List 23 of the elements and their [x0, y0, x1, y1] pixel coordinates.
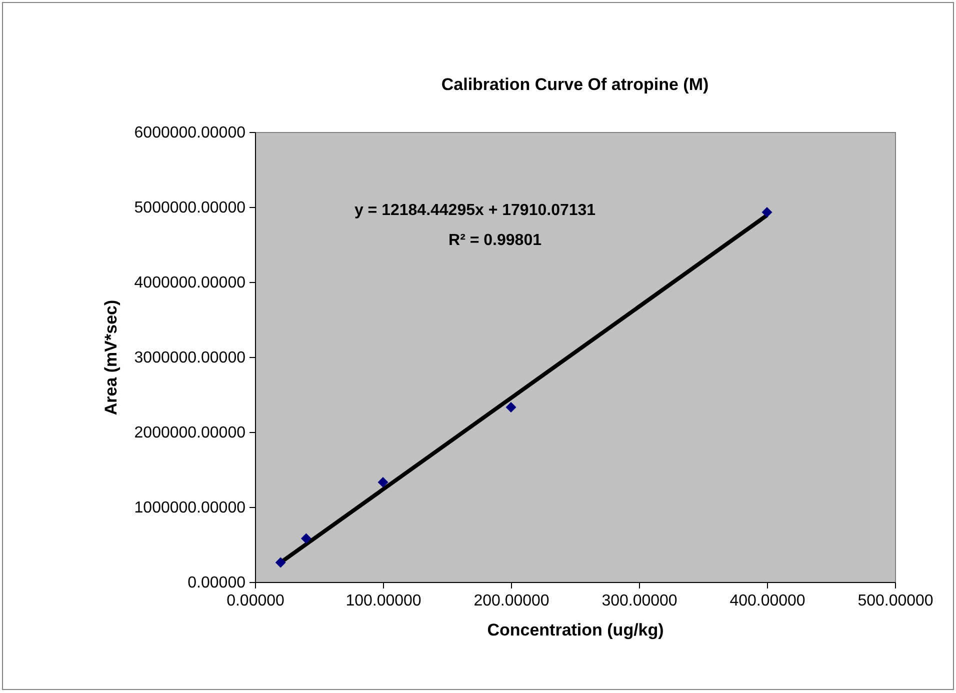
- x-tick-label: 300.00000: [602, 592, 678, 610]
- y-tick-label: 0.00000: [188, 574, 246, 592]
- y-tick-label: 3000000.00000: [134, 350, 246, 366]
- y-tick-label: 2000000.00000: [134, 424, 246, 442]
- x-tick-label: 0.00000: [226, 592, 285, 610]
- chart-title: Calibration Curve Of atropine (M): [441, 75, 709, 94]
- y-axis-title: Area (mV*sec): [101, 300, 120, 416]
- y-tick-label: 6000000.00000: [134, 124, 246, 142]
- x-tick-label: 200.00000: [474, 592, 550, 610]
- x-axis-title: Concentration (ug/kg): [487, 620, 664, 640]
- annotation: R² = 0.99801: [448, 232, 542, 249]
- x-tick-label: 100.00000: [346, 592, 422, 610]
- point: [378, 477, 388, 488]
- point: [762, 207, 772, 218]
- x-tick-label: 500.00000: [858, 592, 934, 610]
- point: [300, 533, 312, 544]
- point: [275, 557, 286, 568]
- y-tick-label: 4000000.00000: [134, 274, 246, 292]
- point: [506, 402, 516, 412]
- y-tick-label: 5000000.00000: [134, 200, 246, 216]
- annotation: y = 12184.44295x + 17910.07131: [354, 202, 596, 219]
- x-tick-label: 400.00000: [730, 592, 806, 610]
- y-tick-label: 1000000.00000: [134, 500, 246, 516]
